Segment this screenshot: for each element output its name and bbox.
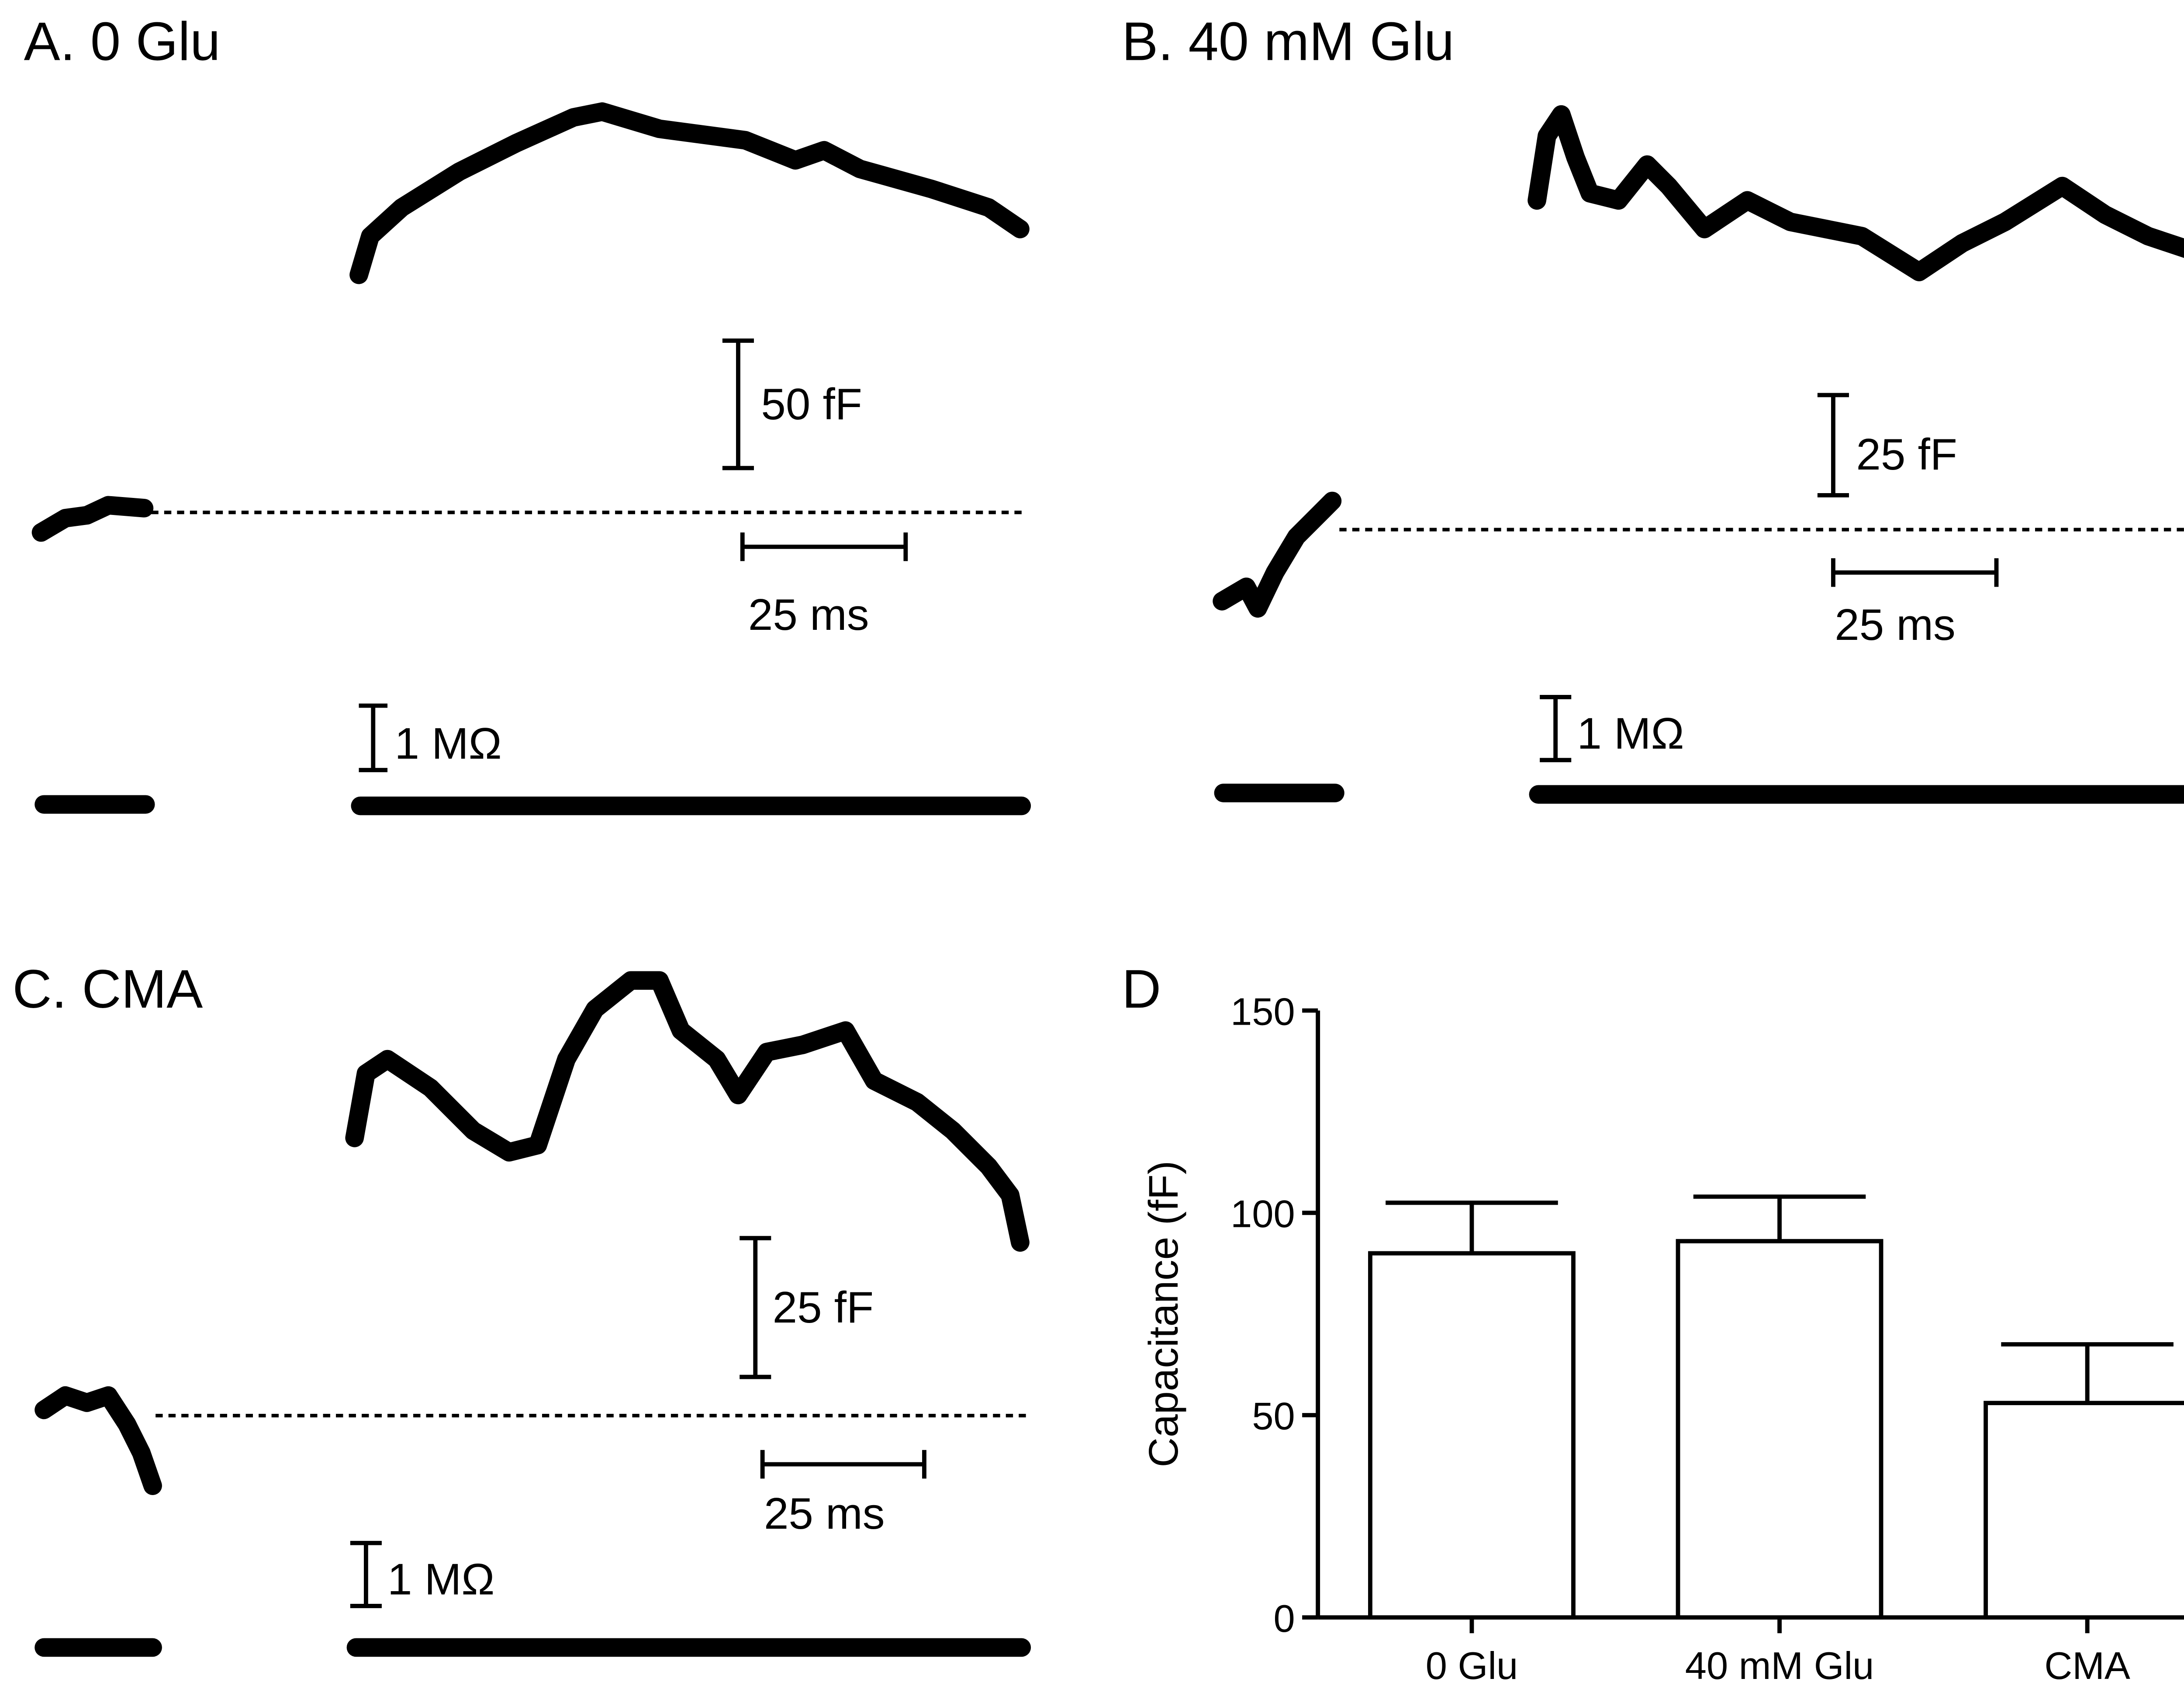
panel-title: C. CMA [12, 959, 203, 1019]
x-tick-label: 0 Glu [1426, 1644, 1518, 1687]
scale-bar [740, 1236, 771, 1379]
trace [349, 102, 1030, 284]
bar [1368, 1251, 1576, 1620]
trace [35, 1386, 162, 1495]
scale-label: 1 MΩ [1577, 708, 1684, 758]
scale-label: 25 ms [1835, 600, 1956, 649]
scale-label: 1 MΩ [394, 718, 501, 768]
trace [35, 795, 1031, 815]
bar [1676, 1239, 1883, 1620]
trace [345, 971, 1030, 1252]
scale-label: 50 fF [761, 379, 862, 429]
trace [1214, 784, 2184, 804]
scale-label: 25 ms [764, 1489, 885, 1538]
scale-bar [1831, 558, 1999, 587]
scale-bar [722, 338, 754, 470]
scale-label: 25 fF [773, 1282, 874, 1332]
y-tick-label: 50 [1252, 1395, 1295, 1438]
trace [31, 496, 154, 542]
panel-title: B. 40 mM Glu [1122, 11, 1454, 72]
scale-bar [740, 532, 908, 561]
scale-label: 25 fF [1856, 429, 1957, 479]
scale-bar [760, 1450, 926, 1479]
y-tick-label: 100 [1230, 1192, 1295, 1236]
scale-bar [350, 1540, 382, 1608]
x-tick-label: 40 mM Glu [1685, 1644, 1874, 1687]
trace [1527, 105, 2184, 281]
x-tick-label: CMA [2044, 1644, 2130, 1687]
panel-title: D [1122, 959, 1161, 1019]
y-axis-label: Capacitance (fF) [1140, 1161, 1187, 1467]
scale-label: 25 ms [748, 590, 869, 639]
scale-bar [1540, 695, 1572, 763]
y-tick-label: 150 [1230, 990, 1295, 1033]
scale-bar [1817, 393, 1849, 497]
y-tick-label: 0 [1274, 1597, 1295, 1640]
scale-bar [359, 703, 388, 773]
panel-title: A. 0 Glu [24, 11, 221, 72]
trace [1213, 491, 1342, 618]
scale-label: 1 MΩ [387, 1554, 494, 1604]
bar [1984, 1401, 2184, 1620]
